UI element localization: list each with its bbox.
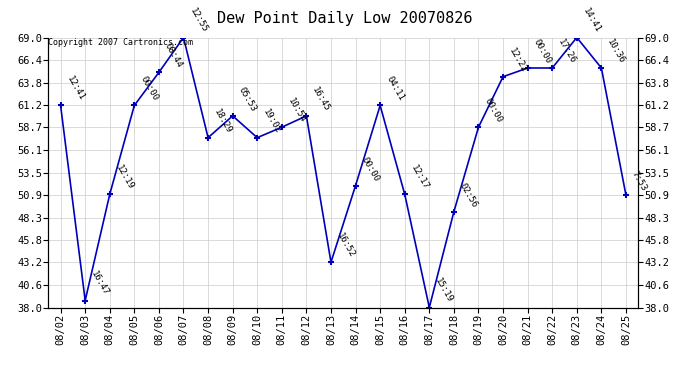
Text: 02:56: 02:56 [458,181,480,209]
Text: 14:41: 14:41 [581,7,602,35]
Text: 00:00: 00:00 [359,155,381,183]
Text: 18:29: 18:29 [213,107,233,135]
Text: 16:52: 16:52 [335,232,356,260]
Text: 12:19: 12:19 [114,164,135,192]
Text: 17:26: 17:26 [556,38,578,65]
Text: Dew Point Daily Low 20070826: Dew Point Daily Low 20070826 [217,11,473,26]
Text: 15:19: 15:19 [433,277,455,305]
Text: 00:00: 00:00 [482,97,504,124]
Text: 12:55: 12:55 [188,7,209,35]
Text: 08:44: 08:44 [163,42,184,69]
Text: 12:41: 12:41 [65,75,86,103]
Text: 16:47: 16:47 [89,270,110,298]
Text: 12:22: 12:22 [507,46,529,74]
Text: 19:02: 19:02 [262,107,283,135]
Text: Copyright 2007 Cartronics.com: Copyright 2007 Cartronics.com [48,38,193,46]
Text: 10:54: 10:54 [286,97,307,124]
Text: 00:00: 00:00 [532,38,553,65]
Text: 16:45: 16:45 [310,86,332,113]
Text: 05:53: 05:53 [237,86,258,113]
Text: 10:36: 10:36 [606,38,627,65]
Text: 00:00: 00:00 [139,75,159,103]
Text: 7:53: 7:53 [630,169,649,192]
Text: 04:11: 04:11 [384,75,406,103]
Text: 12:17: 12:17 [409,164,430,192]
